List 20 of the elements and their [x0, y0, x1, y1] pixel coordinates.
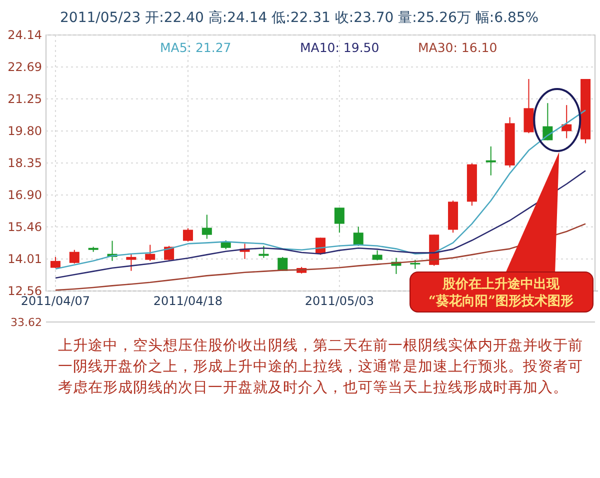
- text: 33.62: [10, 316, 42, 329]
- annotation: 股价在上升途中出现 “葵花向阳”图形技术图形: [428, 276, 574, 309]
- x-tick-label: 2011/04/18: [153, 294, 223, 308]
- line-series: [54, 170, 586, 279]
- y-tick-label: 14.01: [8, 252, 42, 266]
- x-tick-label: 2011/04/07: [20, 294, 90, 308]
- text: MA5: 21.27: [160, 40, 232, 55]
- chart-title: 2011/05/23 开:22.40 高:24.14 低:22.31 收:23.70 量:25.26万 幅:6.85%: [60, 10, 539, 26]
- y-tick-label: 22.69: [8, 60, 42, 74]
- y-tick-label: 15.46: [8, 220, 42, 234]
- y-tick-label: 21.25: [8, 92, 42, 106]
- y-tick-label: 24.14: [8, 28, 42, 42]
- y-tick-label: 19.80: [8, 124, 42, 138]
- text: MA30: 16.10: [418, 40, 498, 55]
- text: 上升途中，空头想压住股价收出阴线，第二天在前一根阴线实体内开盘并收于前一阴线开盘价之上，形成上升中途的上拉线，这通常是加速上行预兆。投资者可考虑在形成阴线的次日一开盘就及时介入，也可等当天上拉线形成时再加入。: [58, 336, 584, 398]
- y-tick-label: 16.90: [8, 188, 42, 202]
- text: MA10: 19.50: [300, 40, 380, 55]
- line-series: [54, 223, 586, 291]
- x-tick-label: 2011/05/03: [304, 294, 374, 308]
- y-tick-label: 18.35: [8, 156, 42, 170]
